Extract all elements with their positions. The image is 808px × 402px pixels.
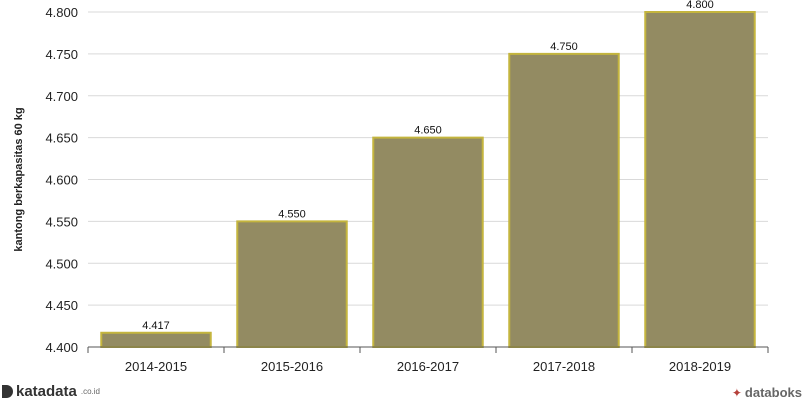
- databoks-logo: ✦ databoks: [732, 385, 802, 400]
- y-tick-label: 4.750: [45, 47, 78, 62]
- x-tick-label: 2018-2019: [669, 359, 731, 374]
- x-tick-label: 2017-2018: [533, 359, 595, 374]
- y-axis-ticks: 4.400 4.450 4.500 4.550 4.600 4.650 4.700 4.750…: [45, 5, 78, 355]
- bar: [236, 220, 348, 348]
- databoks-brand-text: databoks: [744, 385, 802, 400]
- y-axis-title: kantong berkapasitas 60 kg: [13, 107, 25, 251]
- bar-value-label: 4.650: [414, 125, 442, 137]
- y-tick-label: 4.450: [45, 298, 78, 313]
- bar: [508, 52, 620, 348]
- y-tick-label: 4.800: [45, 5, 78, 20]
- y-tick-label: 4.600: [45, 173, 78, 188]
- y-tick-label: 4.500: [45, 256, 78, 271]
- y-tick-label: 4.400: [45, 340, 78, 355]
- bar-value-label: 4.800: [686, 0, 714, 11]
- bar: [100, 331, 212, 349]
- x-axis-ticks: 2014-2015 2015-2016 2016-2017 2017-2018 2018…: [87, 347, 769, 374]
- bar-value-label: 4.550: [278, 208, 306, 220]
- y-tick-label: 4.650: [45, 131, 78, 146]
- y-tick-label: 4.700: [45, 89, 78, 104]
- x-tick-label: 2014-2015: [125, 359, 187, 374]
- databoks-mark-icon: ✦: [731, 385, 742, 400]
- bar-value-label: 4.750: [550, 41, 578, 53]
- bar: [644, 11, 756, 348]
- katadata-domain-suffix: .co.id: [80, 387, 100, 396]
- katadata-mark-icon: [2, 385, 13, 398]
- bar: [372, 136, 484, 348]
- x-tick-label: 2016-2017: [397, 359, 459, 374]
- x-tick-label: 2015-2016: [261, 359, 323, 374]
- katadata-brand-text: katadata: [16, 383, 77, 400]
- bars: 4.417 4.550 4.650 4.750 4.800: [100, 0, 756, 349]
- y-tick-label: 4.550: [45, 214, 78, 229]
- katadata-logo: katadata .co.id: [2, 383, 100, 400]
- bar-value-label: 4.417: [142, 320, 170, 332]
